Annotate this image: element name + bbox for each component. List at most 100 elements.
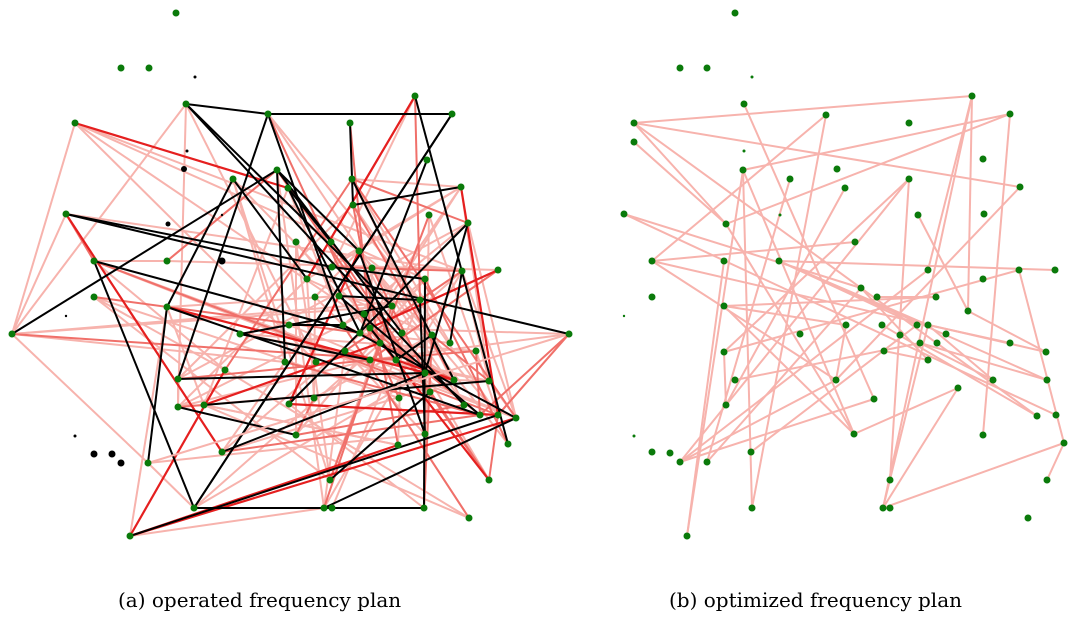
small-node (220, 213, 224, 217)
interference-edge (623, 213, 1057, 416)
transmitter-node (676, 458, 684, 466)
interference-edge (65, 213, 223, 453)
transmitter-node (896, 331, 904, 339)
interference-edge (488, 414, 499, 481)
interference-edge (93, 296, 331, 481)
transmitter-node (731, 9, 739, 17)
small-node (622, 314, 626, 318)
transmitter-node (842, 321, 850, 329)
interference-edge (129, 414, 499, 537)
transmitter-node (174, 403, 182, 411)
transmitter-node (1043, 376, 1051, 384)
transmitter-node (964, 307, 972, 315)
interference-edge (882, 387, 959, 509)
interference-edge (743, 103, 875, 400)
interference-edge (166, 295, 340, 308)
interference-edge (129, 507, 325, 537)
transmitter-node (1051, 266, 1059, 274)
small-node (108, 450, 116, 458)
interference-edge (359, 159, 428, 334)
interference-edge (177, 372, 426, 380)
transmitter-node (457, 183, 465, 191)
interference-edge (147, 433, 426, 464)
interference-edge (679, 178, 910, 463)
transmitter-node (916, 339, 924, 347)
caption-b: (b) optimized frequency plan (669, 588, 962, 612)
interference-edge (633, 122, 727, 225)
interference-edge (287, 250, 361, 405)
interference-edge (177, 406, 297, 436)
transmitter-node (163, 257, 171, 265)
interference-edge (129, 306, 168, 537)
transmitter-node (395, 394, 403, 402)
interference-edge (623, 213, 862, 289)
interference-edge (287, 187, 332, 243)
interference-edge (967, 310, 1047, 353)
transmitter-node (979, 275, 987, 283)
transmitter-node (703, 64, 711, 72)
transmitter-node (90, 257, 98, 265)
interference-edge (166, 306, 481, 416)
transmitter-node (924, 266, 932, 274)
interference-edge (331, 266, 426, 280)
interference-edge (65, 213, 333, 268)
small-node (778, 213, 782, 217)
transmitter-node (913, 321, 921, 329)
interference-edge (193, 372, 426, 509)
transmitter-node (1042, 348, 1050, 356)
transmitter-node (366, 356, 374, 364)
interference-edge (329, 391, 431, 481)
transmitter-node (905, 119, 913, 127)
transmitter-node (747, 448, 755, 456)
transmitter-nodes-a (8, 9, 573, 540)
transmitter-node (1052, 411, 1060, 419)
interference-edge (423, 278, 426, 509)
interference-edge (725, 113, 1011, 225)
transmitter-node (720, 302, 728, 310)
interference-edge (351, 178, 455, 381)
transmitter-node (446, 339, 454, 347)
transmitter-node (703, 458, 711, 466)
transmitter-node (775, 257, 783, 265)
interference-edge (93, 260, 226, 371)
interference-edge (306, 95, 416, 280)
transmitter-node (117, 64, 125, 72)
interference-edge (352, 204, 455, 381)
transmitter-node (292, 431, 300, 439)
transmitter-node (416, 296, 424, 304)
transmitter-node (832, 376, 840, 384)
interference-edge (224, 369, 470, 519)
transmitter-node (376, 339, 384, 347)
transmitter-node (851, 238, 859, 246)
transmitter-node (748, 504, 756, 512)
interference-edge (11, 169, 278, 335)
interference-edge (129, 416, 517, 538)
transmitter-node (720, 257, 728, 265)
transmitter-nodes-b (620, 9, 1068, 540)
transmitter-node (218, 448, 226, 456)
transmitter-node (822, 111, 830, 119)
transmitter-node (326, 476, 334, 484)
interference-edge (11, 103, 187, 335)
small-node (218, 257, 226, 265)
transmitter-node (421, 275, 429, 283)
transmitter-node (423, 156, 431, 164)
transmitter-node (303, 275, 311, 283)
interference-edge (919, 342, 1048, 381)
panel-optimized-frequency-plan (620, 9, 1068, 540)
interference-edge (11, 333, 149, 464)
interference-edge (734, 342, 921, 381)
transmitter-node (182, 100, 190, 108)
interference-edge (967, 95, 973, 312)
interference-edge (344, 350, 426, 435)
transmitter-node (172, 9, 180, 17)
transmitter-node (328, 263, 336, 271)
interference-edge (185, 103, 393, 307)
interference-edge (331, 186, 462, 268)
small-node (90, 450, 98, 458)
interference-edge (93, 296, 226, 371)
interference-edge (1046, 442, 1065, 481)
transmitter-node (494, 411, 502, 419)
transmitter-node (512, 414, 520, 422)
